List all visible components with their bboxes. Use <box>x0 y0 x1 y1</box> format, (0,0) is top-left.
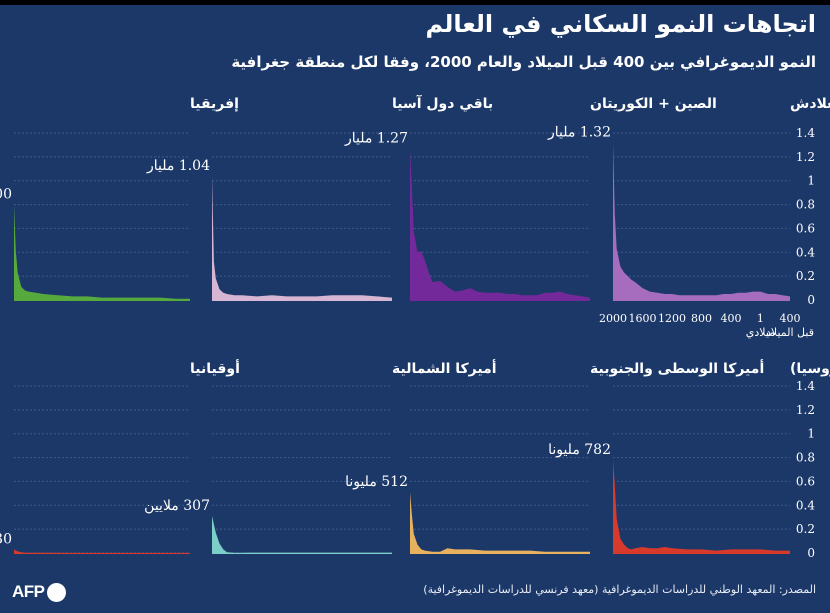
series-area <box>613 460 790 553</box>
y-tick-label: 0.8 <box>796 451 815 465</box>
x-tick-sublabel: ميلادي <box>746 326 775 339</box>
series-area <box>613 142 790 300</box>
y-tick-label: 1.2 <box>796 150 815 164</box>
y-tick-label: 0.2 <box>796 269 815 283</box>
y-tick-label: 0 <box>807 293 815 307</box>
y-tick-label: 1 <box>807 174 815 188</box>
panel-title: الهند + باكستان + بنغلادش <box>790 96 830 112</box>
peak-annotation: 307 ملايين <box>144 498 210 514</box>
y-tick-label: 0 <box>807 546 815 560</box>
panel-title: أميركا الوسطى والجنوبية <box>590 359 764 377</box>
x-tick-label: 1200 <box>658 312 686 325</box>
y-tick-label: 0.2 <box>796 522 815 536</box>
y-tick-label: 0.6 <box>796 221 815 235</box>
y-tick-label: 0.8 <box>796 198 815 212</box>
afp-logo: AFP <box>12 580 66 604</box>
panel-title: أوقيانيا <box>190 359 240 377</box>
source-note: المصدر: المعهد الوطني للدراسات الديموغرا… <box>423 583 816 596</box>
panel-title: أوروبا (وتشمل روسيا) <box>790 359 830 377</box>
y-tick-label: 0.4 <box>796 245 815 259</box>
panel-title: إفريقيا <box>190 96 239 112</box>
peak-annotation: 1.04 مليار <box>146 158 210 174</box>
series-area <box>14 549 190 553</box>
y-tick-label: 1.2 <box>796 403 815 417</box>
page-subtitle: النمو الديموغرافي بين 400 قبل الميلاد وا… <box>231 53 816 71</box>
x-tick-sublabel: قبل الميلاد <box>766 326 814 339</box>
panel-title: أميركا الشمالية <box>392 359 497 377</box>
x-tick-label: 2000 <box>599 312 627 325</box>
peak-annotation: 30 مليونا <box>0 531 12 547</box>
x-tick-label: 1 <box>757 312 764 325</box>
page-title: اتجاهات النمو السكاني في العالم <box>425 10 816 38</box>
y-tick-label: 1.4 <box>796 379 815 393</box>
afp-logo-circle-icon <box>46 582 66 602</box>
afp-logo-text: AFP <box>12 582 45 601</box>
top-bar <box>0 0 830 5</box>
series-area <box>212 175 392 300</box>
y-tick-label: 1 <box>807 427 815 441</box>
x-tick-label: 1600 <box>629 312 657 325</box>
series-area <box>410 492 590 553</box>
peak-annotation: 782 مليونا <box>548 442 611 458</box>
series-area <box>212 516 392 553</box>
panel-title: باقي دول آسيا <box>392 94 493 112</box>
y-tick-label: 1.4 <box>796 126 815 140</box>
series-area <box>410 148 590 300</box>
peak-annotation: 1.27 مليار <box>344 131 408 147</box>
peak-annotation: 1.32 مليار <box>547 125 611 141</box>
y-tick-label: 0.6 <box>796 474 815 488</box>
peak-annotation: 800 مليون <box>0 187 12 203</box>
y-tick-label: 0.4 <box>796 498 815 512</box>
x-tick-label: 400 <box>780 312 801 325</box>
x-tick-label: 400 <box>721 312 742 325</box>
panel-title: الصين + الكوريتان <box>590 96 717 112</box>
x-tick-label: 800 <box>691 312 712 325</box>
peak-annotation: 512 مليونا <box>345 474 408 490</box>
